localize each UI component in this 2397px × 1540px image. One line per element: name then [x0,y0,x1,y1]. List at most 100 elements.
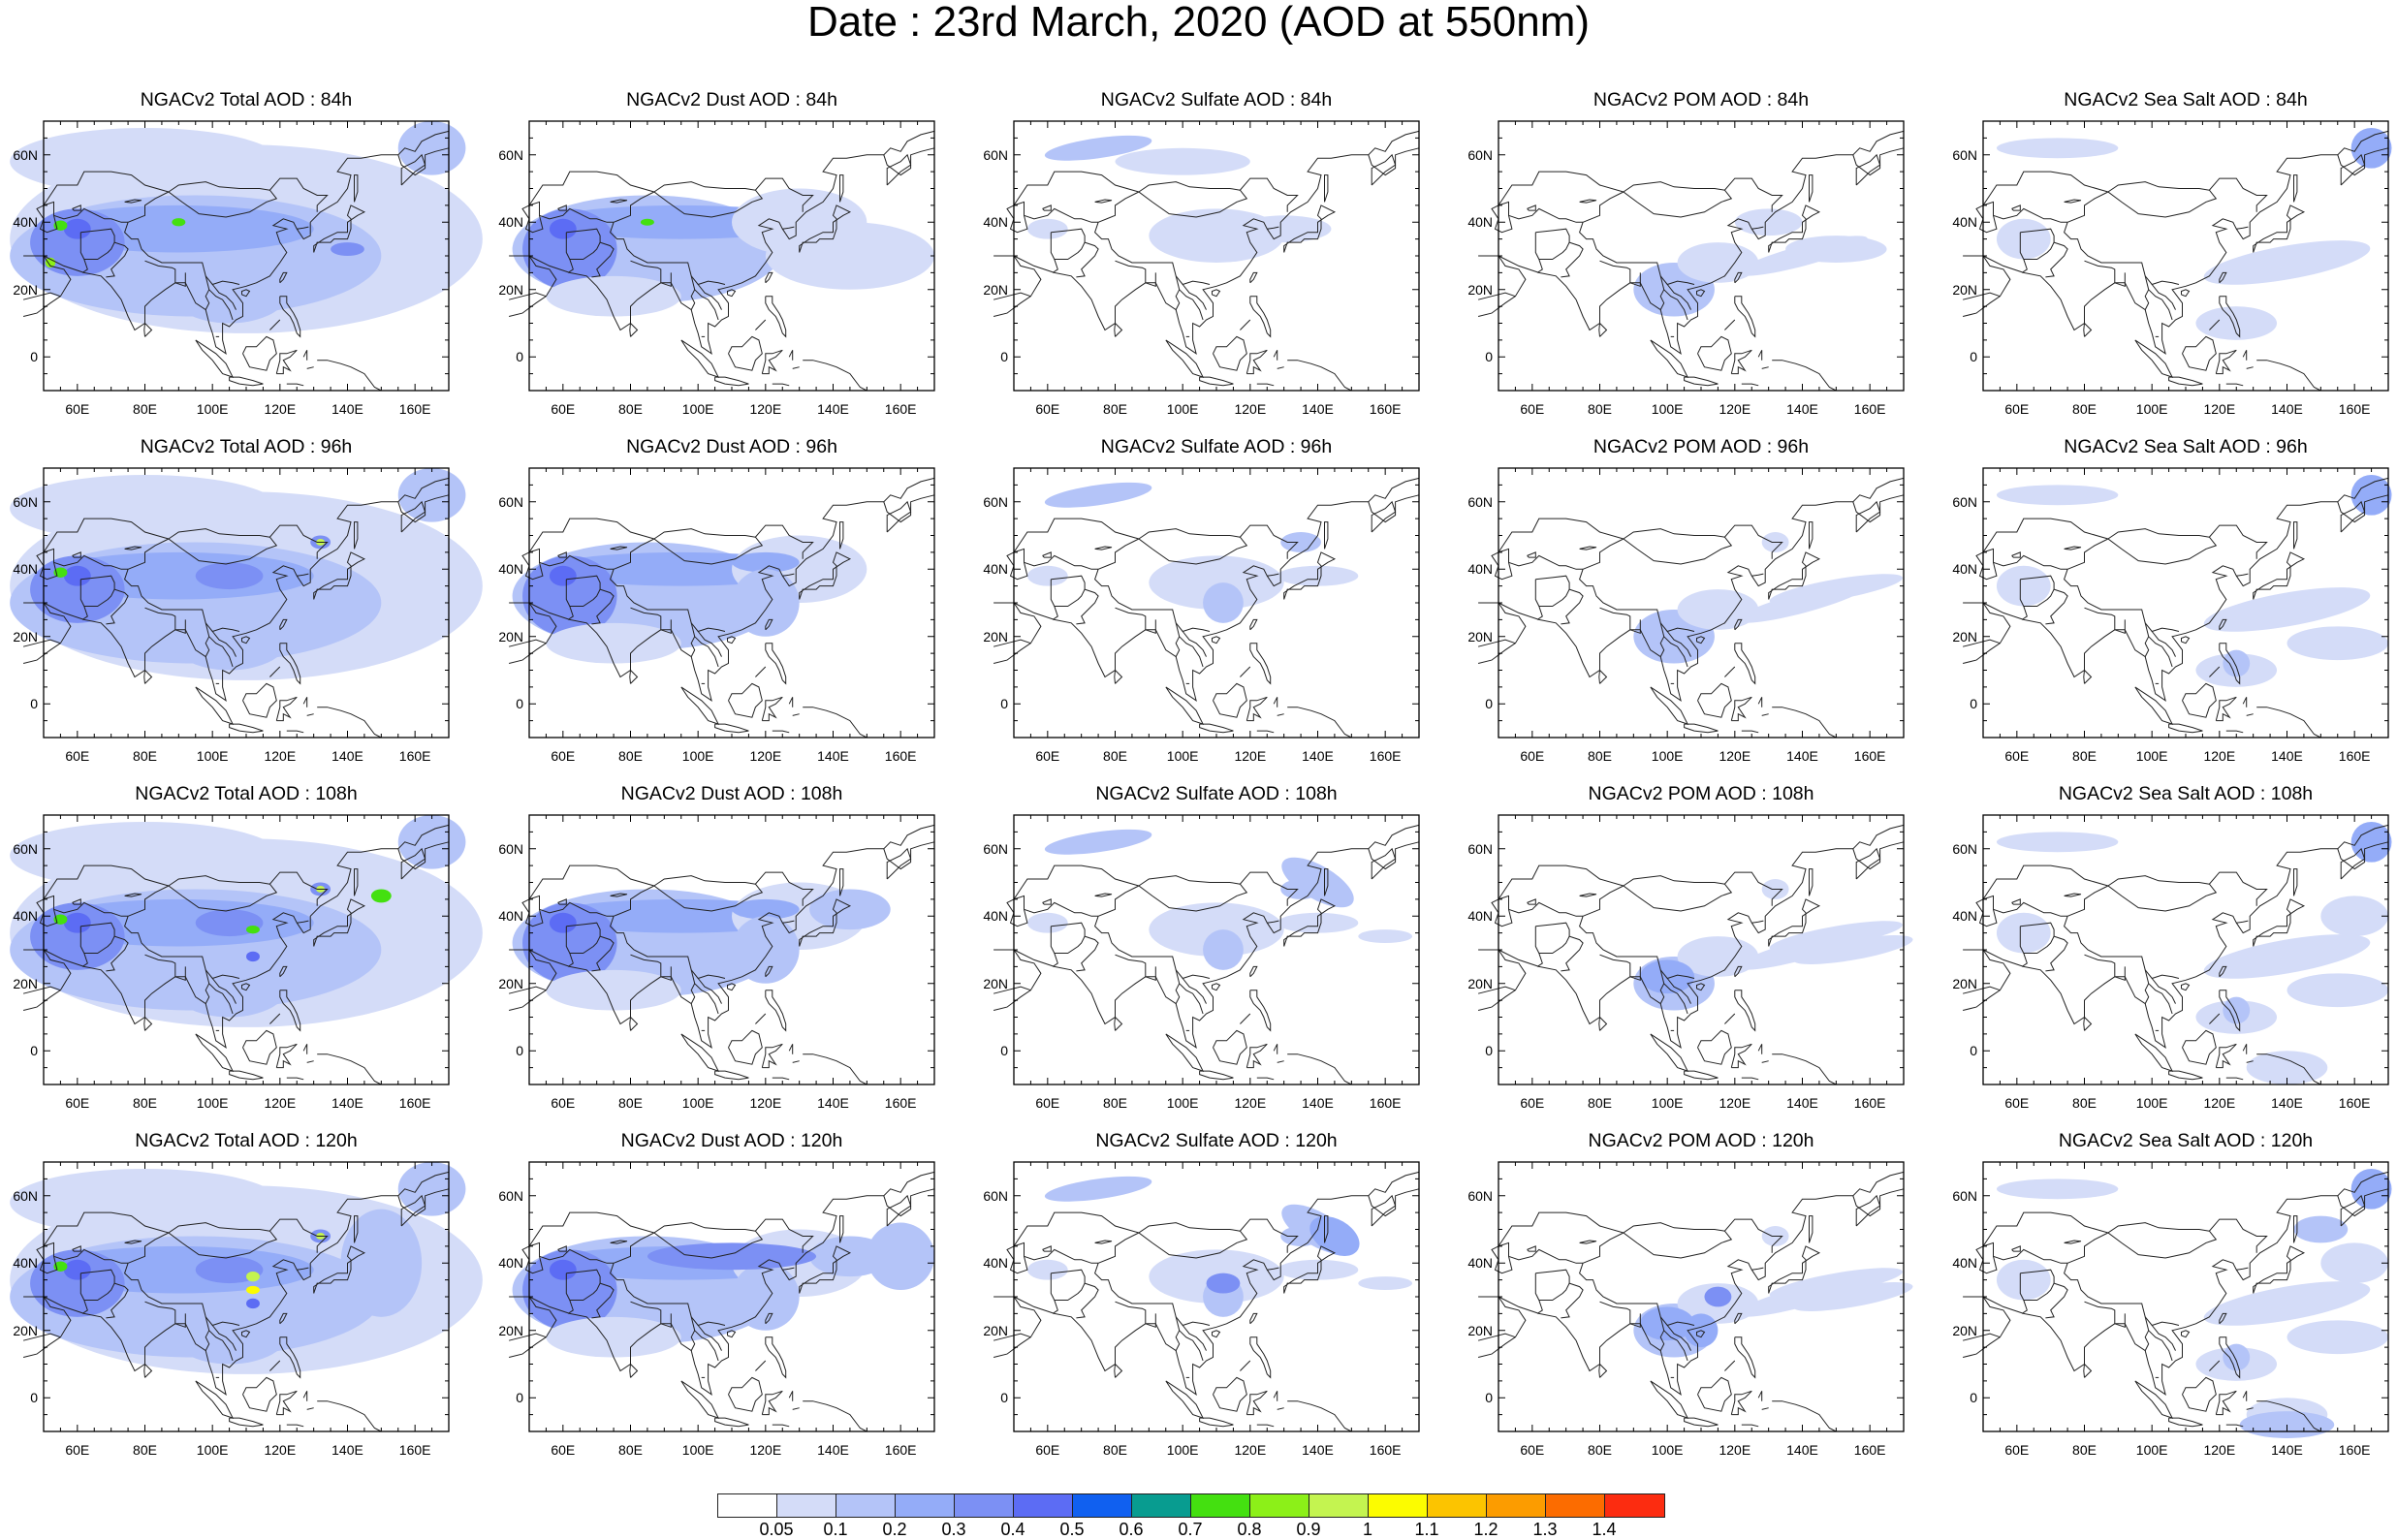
coastline [565,926,574,967]
coastline [1772,360,1837,392]
lat-label: 0 [516,1043,523,1059]
coastline [782,226,795,230]
lon-label: 100E [1166,1442,1199,1458]
lon-label: 80E [618,1442,643,1458]
aod-field-blob [195,562,264,590]
coastline [2083,322,2093,337]
coastline [241,983,251,991]
coastline [566,228,601,260]
aod-field [1996,127,2392,340]
panel-title: NGACv2 Sulfate AOD : 84h [1100,89,1333,110]
coastlines-borders [508,1171,935,1432]
coastline [1273,697,1278,707]
coastline [2340,500,2366,533]
coastline [1659,983,1665,1004]
coastline [610,546,628,550]
coastline [557,204,567,211]
panel-title: NGACv2 Total AOD : 96h [140,436,353,457]
coastline [124,222,240,286]
coastline [1982,147,2389,355]
coastline [1962,255,2011,317]
coastline [839,174,844,203]
coastline [2181,636,2191,644]
coastline [1094,199,1113,204]
coastline [1772,1053,1837,1085]
lon-label: 60E [65,1442,90,1458]
coastline [2144,1330,2150,1351]
lon-label: 60E [2004,1095,2030,1111]
coastline [124,916,240,980]
lon-label: 60E [1520,1095,1545,1111]
coastline [43,518,170,553]
lat-label: 60N [1952,840,1977,857]
lon-label: 80E [1103,748,1127,764]
coastline [43,864,170,900]
coastline [1579,1263,1695,1327]
coastline [2084,607,2126,634]
coastline [1246,696,1268,722]
coastline [124,893,142,897]
coastline [1477,255,1527,317]
coastline [275,349,298,375]
coastline [286,1424,304,1428]
coastline [653,528,756,540]
lat-label: 60N [13,840,38,857]
lat-label: 0 [1485,1390,1493,1406]
coastline [1287,360,1352,392]
coastline [286,1077,304,1081]
coastline [1094,1263,1211,1327]
coastline [143,1363,153,1378]
aod-map-panel [1477,1161,1913,1432]
panel-title: NGACv2 Sulfate AOD : 96h [1100,436,1333,457]
aod-field-blob [1785,236,1887,263]
lon-label: 140E [1786,1442,1818,1458]
colorbar-swatch [1191,1494,1250,1517]
coastline [127,177,329,223]
coastline [79,579,88,620]
coastline [613,177,814,223]
coastline [2337,824,2389,850]
coastline [1498,147,1905,355]
coastline [1498,171,1624,206]
coastline [1013,1188,1420,1396]
aod-field-blob [2246,1051,2328,1084]
coastline [2209,319,2221,330]
lon-label: 160E [398,1442,431,1458]
coastline [124,199,142,204]
coastline [269,319,281,330]
coastline [1757,697,1763,707]
panel-title: NGACv2 Sea Salt AOD : 96h [2064,436,2308,457]
coastline [714,376,749,387]
coastline [279,618,288,631]
lon-label: 120E [749,1095,782,1111]
coastlines-borders [1477,130,1905,392]
colorbar-label: 1 [1362,1520,1372,1539]
lon-label: 120E [1234,401,1267,417]
aod-field-blob [1792,1282,1913,1311]
coastline [1249,296,1272,338]
coastline [269,1013,281,1024]
aod-field [1996,1168,2392,1438]
coastline [1267,1267,1279,1271]
lon-label: 140E [1786,401,1818,417]
lon-label: 160E [884,1442,917,1458]
coastline [211,978,237,1004]
aod-field-blob [63,1259,91,1280]
coastline [1115,607,1156,634]
coastline [629,322,639,337]
coastline [279,990,301,1032]
lon-label: 60E [1035,1442,1060,1458]
lon-label: 100E [2135,1442,2168,1458]
coastline [1982,171,2109,206]
coastline [629,1363,639,1378]
coastline [528,171,655,206]
coastline [629,669,639,684]
lon-label: 100E [2135,1095,2168,1111]
coastline [143,322,153,337]
coastline [1982,518,2109,553]
coastline [1013,147,1420,355]
coastline [2182,335,2217,371]
aod-map-panel [508,467,935,739]
coastline [1724,319,1736,330]
coastline [1852,477,1905,503]
